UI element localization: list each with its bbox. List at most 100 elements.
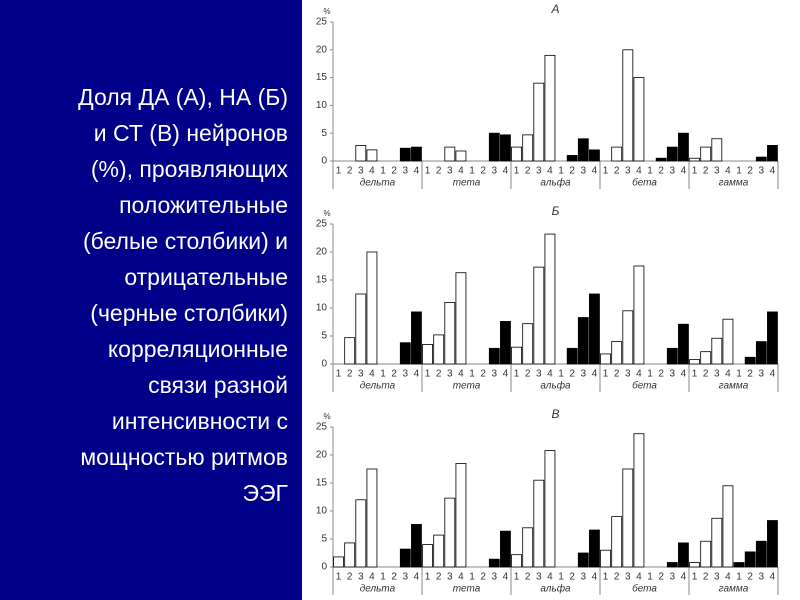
x-tick-label: 1 <box>425 369 431 380</box>
y-tick-label: 25 <box>316 422 328 433</box>
bar <box>544 450 556 568</box>
x-tick-label: 2 <box>658 166 664 177</box>
bar <box>522 527 534 568</box>
x-tick-label: 1 <box>469 572 475 583</box>
bar <box>411 524 422 568</box>
x-tick-label: 3 <box>492 369 498 380</box>
bar <box>366 149 378 162</box>
bar <box>422 343 433 365</box>
x-tick-label: 4 <box>547 166 553 177</box>
bar <box>711 337 723 365</box>
x-tick-label: 1 <box>380 572 386 583</box>
bar <box>577 138 589 162</box>
x-tick-label: 2 <box>436 572 442 583</box>
x-tick-label: 3 <box>670 572 676 583</box>
x-tick-label: 4 <box>414 572 420 583</box>
x-tick-label: 4 <box>770 369 776 380</box>
x-tick-label: 3 <box>492 166 498 177</box>
bar <box>600 549 611 568</box>
x-tick-label: 4 <box>636 166 642 177</box>
chart-title: А <box>550 2 559 16</box>
x-tick-label: 4 <box>681 369 687 380</box>
x-tick-label: 1 <box>558 369 564 380</box>
x-tick-label: 4 <box>636 572 642 583</box>
bar <box>411 311 422 365</box>
y-tick-label: 20 <box>316 247 328 258</box>
bar <box>744 551 756 568</box>
chart-title: Б <box>552 204 560 218</box>
x-tick-label: 1 <box>692 166 698 177</box>
bar <box>488 347 500 365</box>
bar <box>444 301 456 365</box>
x-tick-label: 4 <box>725 166 731 177</box>
x-tick-label: 1 <box>647 369 653 380</box>
x-tick-label: 4 <box>681 572 687 583</box>
bar <box>433 334 445 365</box>
bar <box>767 145 778 162</box>
group-label: гамма <box>719 584 749 595</box>
x-tick-label: 2 <box>436 166 442 177</box>
bar <box>366 251 378 365</box>
x-tick-label: 1 <box>336 572 342 583</box>
x-tick-label: 3 <box>447 166 453 177</box>
x-tick-label: 4 <box>414 166 420 177</box>
x-tick-label: 4 <box>592 369 598 380</box>
bar <box>566 347 578 365</box>
x-tick-label: 4 <box>725 369 731 380</box>
bar <box>444 146 456 162</box>
x-tick-label: 2 <box>703 572 709 583</box>
x-tick-label: 1 <box>736 166 742 177</box>
bar <box>333 556 344 568</box>
y-axis-label: % <box>323 209 330 218</box>
slide-text-line: корреляционные <box>107 336 288 362</box>
x-tick-label: 3 <box>625 572 631 583</box>
x-tick-label: 4 <box>592 166 598 177</box>
x-tick-label: 3 <box>536 369 542 380</box>
slide-text-line: интенсивности с <box>111 408 288 434</box>
x-tick-label: 3 <box>447 369 453 380</box>
x-tick-label: 1 <box>469 369 475 380</box>
bar <box>577 317 589 365</box>
bar <box>633 77 645 162</box>
bar <box>678 542 689 568</box>
bar <box>511 346 522 365</box>
bar <box>566 155 578 162</box>
bar <box>666 146 678 162</box>
x-tick-label: 2 <box>347 572 353 583</box>
y-tick-label: 0 <box>321 156 327 167</box>
group-label: дельта <box>360 381 396 392</box>
group-label: дельта <box>360 584 396 595</box>
group-label: бета <box>632 380 657 392</box>
bar <box>700 540 712 568</box>
x-tick-label: 2 <box>525 166 531 177</box>
bar <box>633 433 645 568</box>
bar <box>755 341 767 365</box>
bar <box>399 342 411 365</box>
slide-text-line: (черные столбики) <box>90 300 288 326</box>
y-tick-label: 20 <box>316 44 328 55</box>
bar <box>577 552 589 568</box>
x-tick-label: 2 <box>525 572 531 583</box>
x-tick-label: 4 <box>458 369 464 380</box>
x-tick-label: 4 <box>503 166 509 177</box>
x-tick-label: 3 <box>358 166 364 177</box>
x-tick-label: 2 <box>480 572 486 583</box>
x-tick-label: 1 <box>647 166 653 177</box>
group-label: бета <box>632 177 657 189</box>
x-tick-label: 1 <box>514 369 520 380</box>
x-tick-label: 4 <box>458 166 464 177</box>
slide-text-line: мощностью ритмов <box>80 444 288 470</box>
bar <box>589 529 600 568</box>
y-tick-label: 15 <box>316 275 328 286</box>
x-tick-label: 3 <box>403 369 409 380</box>
bar <box>500 321 511 365</box>
x-tick-label: 1 <box>603 572 609 583</box>
y-tick-label: 10 <box>316 303 328 314</box>
x-tick-label: 2 <box>391 572 397 583</box>
y-tick-label: 5 <box>321 128 327 139</box>
bar <box>611 341 623 365</box>
x-tick-label: 3 <box>492 572 498 583</box>
bar <box>444 497 456 568</box>
bar <box>355 145 367 162</box>
